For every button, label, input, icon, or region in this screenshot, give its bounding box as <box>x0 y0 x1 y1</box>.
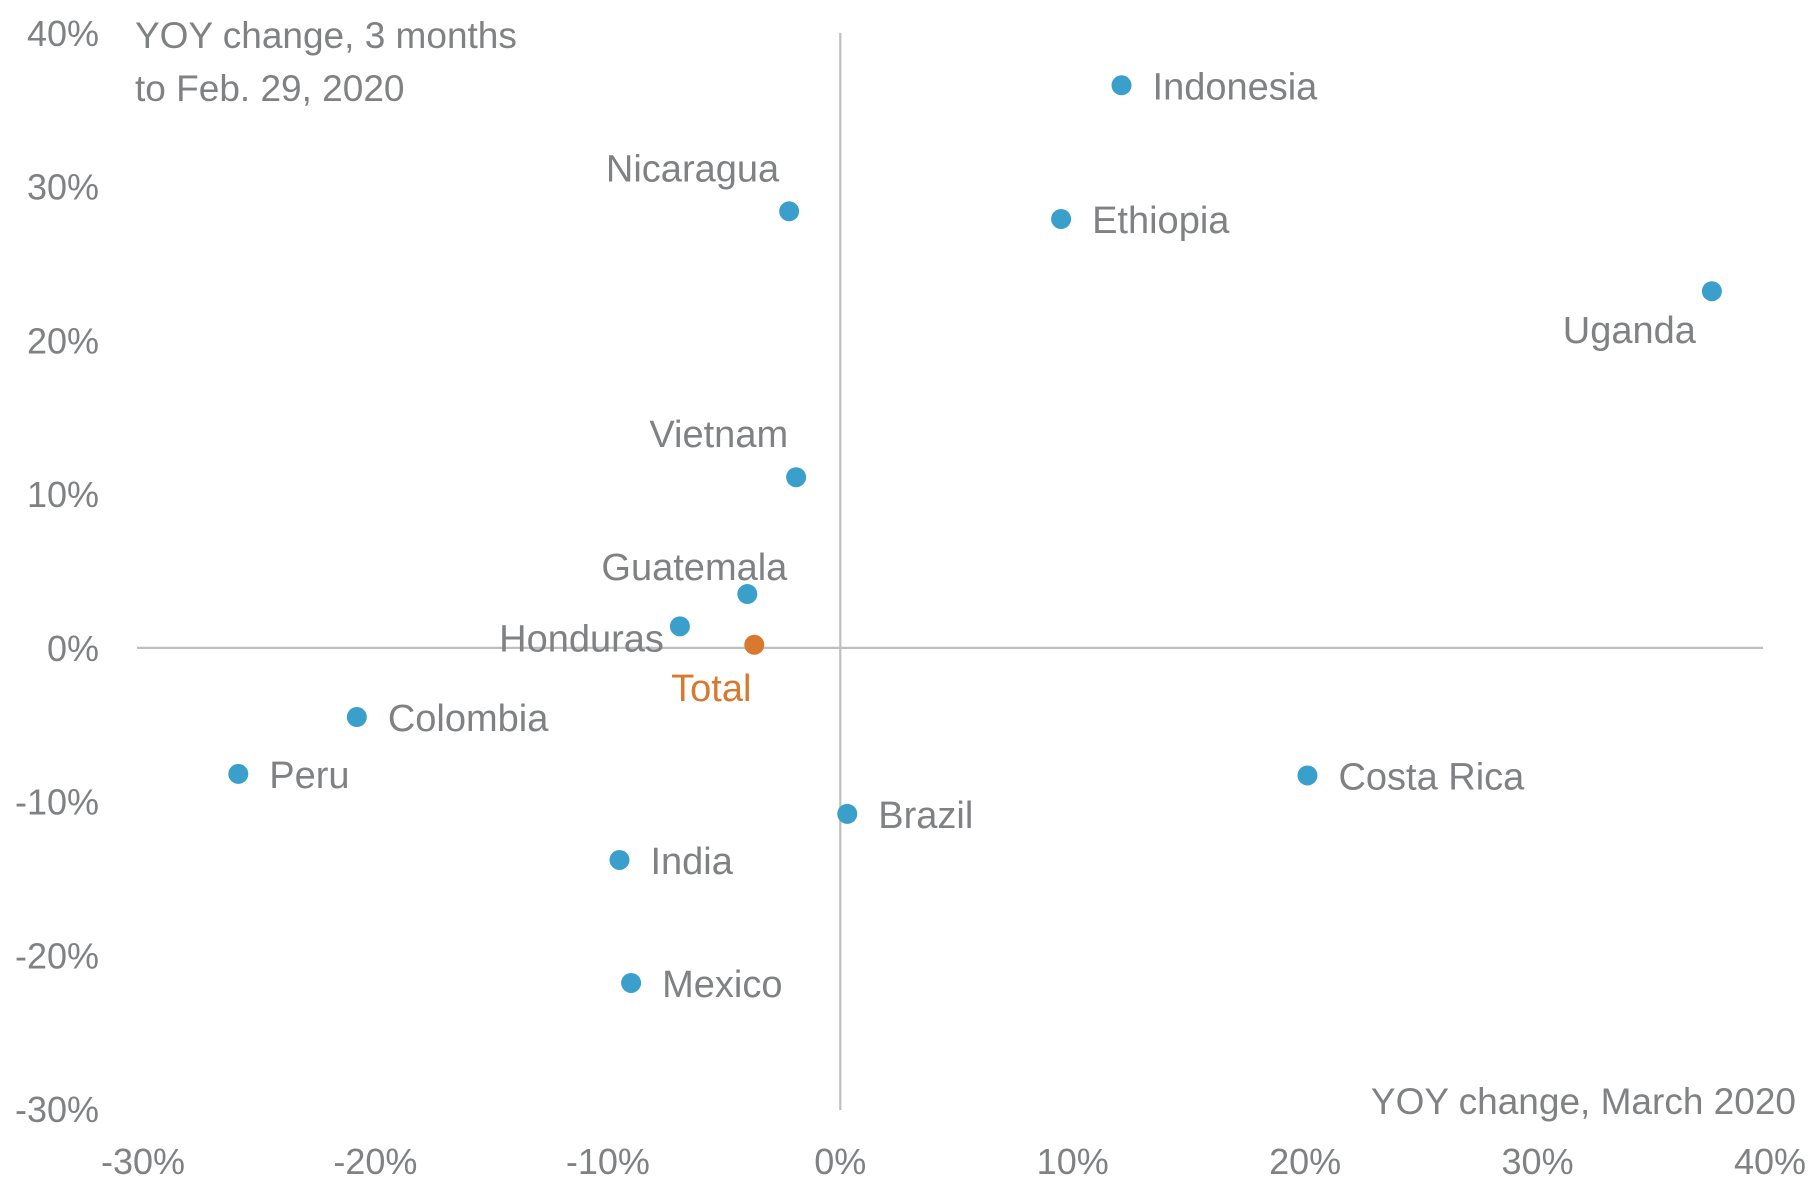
x-tick-label: 40% <box>1734 1141 1806 1182</box>
x-tick-label: 10% <box>1037 1141 1109 1182</box>
y-tick-label: -10% <box>15 782 99 823</box>
data-points <box>228 75 1722 993</box>
point-label-uganda: Uganda <box>1563 310 1697 352</box>
x-tick-label: 0% <box>814 1141 866 1182</box>
point-label-total: Total <box>671 668 751 710</box>
x-tick-label: -20% <box>333 1141 417 1182</box>
y-axis-title-line-1: YOY change, 3 months <box>135 15 517 56</box>
point-label-guatemala: Guatemala <box>601 547 788 589</box>
y-tick-label: 40% <box>27 13 99 54</box>
data-point-brazil <box>837 803 858 824</box>
data-point-costa-rica <box>1297 765 1318 786</box>
x-tick-labels: -30% -20% -10% 0% 10% 20% 30% 40% <box>101 1141 1806 1182</box>
data-point-nicaragua <box>779 201 800 222</box>
data-point-peru <box>228 763 249 784</box>
y-tick-label: -20% <box>15 935 99 976</box>
x-tick-label: 30% <box>1502 1141 1574 1182</box>
y-tick-label: -30% <box>15 1089 99 1130</box>
point-label-peru: Peru <box>269 755 349 797</box>
y-tick-label: 20% <box>27 320 99 361</box>
point-labels: Indonesia Nicaragua Ethiopia Uganda Vietnam G… <box>269 66 1696 1006</box>
data-point-uganda <box>1701 281 1722 302</box>
y-axis-title-line-2: to Feb. 29, 2020 <box>135 68 404 109</box>
point-label-mexico: Mexico <box>662 964 782 1006</box>
point-label-nicaragua: Nicaragua <box>606 148 780 190</box>
data-point-mexico <box>621 972 642 993</box>
data-point-guatemala <box>737 584 758 605</box>
y-tick-label: 10% <box>27 474 99 515</box>
data-point-colombia <box>346 707 367 728</box>
data-point-india <box>609 849 630 870</box>
x-axis-title: YOY change, March 2020 <box>1371 1081 1796 1122</box>
data-point-total <box>744 634 765 655</box>
point-label-costa-rica: Costa Rica <box>1338 756 1525 798</box>
point-label-brazil: Brazil <box>878 795 973 837</box>
point-label-vietnam: Vietnam <box>649 414 788 456</box>
point-label-ethiopia: Ethiopia <box>1092 200 1230 242</box>
y-tick-labels: -30% -20% -10% 0% 10% 20% 30% 40% <box>15 13 99 1130</box>
data-point-vietnam <box>786 467 807 488</box>
axes <box>137 33 1763 1110</box>
point-label-colombia: Colombia <box>388 698 549 740</box>
x-tick-label: 20% <box>1269 1141 1341 1182</box>
data-point-honduras <box>669 616 690 637</box>
y-tick-label: 30% <box>27 167 99 208</box>
x-tick-label: -10% <box>566 1141 650 1182</box>
y-tick-label: 0% <box>47 628 99 669</box>
point-label-honduras: Honduras <box>499 618 664 660</box>
data-point-ethiopia <box>1051 208 1072 229</box>
x-tick-label: -30% <box>101 1141 185 1182</box>
data-point-indonesia <box>1111 75 1132 96</box>
point-label-india: India <box>650 841 733 883</box>
point-label-indonesia: Indonesia <box>1153 66 1319 108</box>
